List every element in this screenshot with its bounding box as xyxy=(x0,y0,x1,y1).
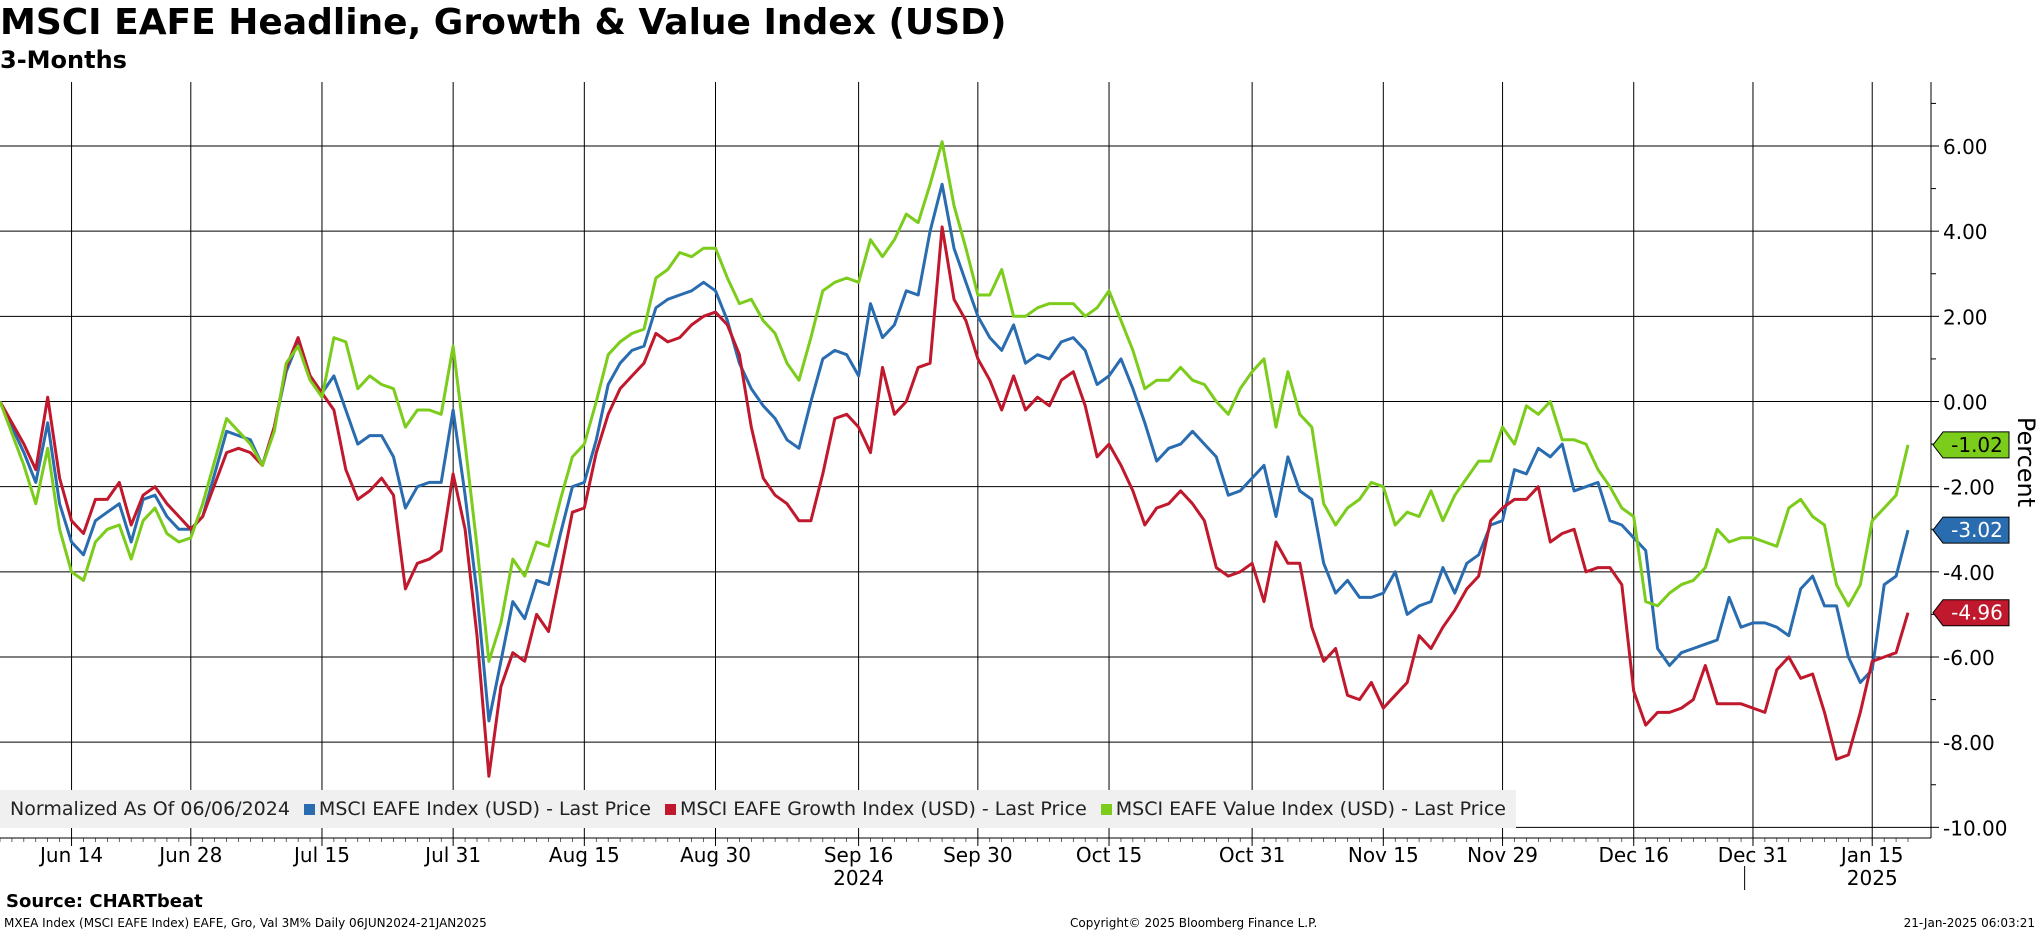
x-year-label: 2024 xyxy=(833,866,884,890)
last-value-badge-growth xyxy=(1932,599,2010,627)
last-value-badge-headline xyxy=(1932,516,2010,544)
source-note: Source: CHARTbeat xyxy=(6,891,203,912)
y-tick-label: 0.00 xyxy=(1943,391,1988,415)
x-axis: Jun 14 Jun 28 Jul 15 Jul 31 Aug 15 Aug 30 Sep … xyxy=(0,837,1931,890)
x-tick-label: Aug 30 xyxy=(680,843,751,867)
x-tick-label: Dec 16 xyxy=(1598,843,1669,867)
x-tick-label: Oct 15 xyxy=(1076,843,1142,867)
footer-timestamp: 21-Jan-2025 06:03:21 xyxy=(1903,916,2035,930)
x-tick-label: Jan 15 xyxy=(1839,843,1904,867)
x-tick-label: Sep 30 xyxy=(943,843,1013,867)
chart-subtitle: 3-Months xyxy=(0,46,127,74)
series-line-value xyxy=(0,140,1910,663)
legend: Normalized As Of 06/06/2024 MSCI EAFE In… xyxy=(0,790,1516,828)
legend-item-growth: MSCI EAFE Growth Index (USD) - Last Pric… xyxy=(664,798,1087,820)
x-tick-label: Nov 29 xyxy=(1467,843,1538,867)
x-tick-label: Jul 31 xyxy=(423,843,481,867)
series-line-headline xyxy=(0,182,1910,723)
series-lines xyxy=(0,140,1910,778)
x-tick-label: Nov 15 xyxy=(1348,843,1419,867)
y-tick-label: 6.00 xyxy=(1943,135,1988,159)
footer-ticker-info: MXEA Index (MSCI EAFE Index) EAFE, Gro, … xyxy=(4,916,487,930)
y-tick-label: 2.00 xyxy=(1943,305,1988,329)
y-tick-label: -8.00 xyxy=(1943,731,1995,755)
y-axis: 6.00 4.00 2.00 0.00 -2.00 -4.00 -6.00 -8.00 -10.… xyxy=(1930,82,2007,840)
series-line-growth xyxy=(0,225,1910,778)
legend-label-value: MSCI EAFE Value Index (USD) - Last Price xyxy=(1115,798,1506,820)
y-tick-label: -10.00 xyxy=(1943,816,2007,840)
grid-lines xyxy=(0,82,1931,838)
y-tick-label: 4.00 xyxy=(1943,220,1988,244)
x-tick-label: Jul 15 xyxy=(292,843,350,867)
y-tick-label: -4.00 xyxy=(1943,561,1995,585)
x-year-label: 2025 xyxy=(1847,866,1898,890)
legend-item-value: MSCI EAFE Value Index (USD) - Last Price xyxy=(1100,798,1506,820)
x-tick-label: Sep 16 xyxy=(824,843,894,867)
x-tick-label: Jun 28 xyxy=(157,843,222,867)
last-value-label-value: -1.02 xyxy=(1951,433,2003,457)
last-value-label-headline: -3.02 xyxy=(1951,518,2003,542)
legend-swatch-headline xyxy=(303,803,315,815)
chart-title: MSCI EAFE Headline, Growth & Value Index… xyxy=(0,2,1007,43)
y-axis-label: Percent xyxy=(2012,417,2040,507)
legend-label-headline: MSCI EAFE Index (USD) - Last Price xyxy=(318,798,651,820)
last-value-label-growth: -4.96 xyxy=(1951,601,2003,625)
x-tick-label: Dec 31 xyxy=(1718,843,1789,867)
footer-copyright: Copyright© 2025 Bloomberg Finance L.P. xyxy=(1070,916,1318,930)
x-tick-label: Aug 15 xyxy=(549,843,620,867)
legend-swatch-value xyxy=(1100,803,1112,815)
x-tick-label: Jun 14 xyxy=(38,843,103,867)
x-tick-label: Oct 31 xyxy=(1219,843,1285,867)
y-tick-label: -6.00 xyxy=(1943,646,1995,670)
legend-normalized-label: Normalized As Of 06/06/2024 xyxy=(10,798,290,820)
legend-swatch-growth xyxy=(664,803,676,815)
legend-item-headline: MSCI EAFE Index (USD) - Last Price xyxy=(303,798,651,820)
last-value-badges: -3.02 -4.96 -1.02 xyxy=(1932,431,2010,627)
last-value-badge-value xyxy=(1932,431,2010,459)
legend-label-growth: MSCI EAFE Growth Index (USD) - Last Pric… xyxy=(679,798,1087,820)
y-tick-label: -2.00 xyxy=(1943,476,1995,500)
